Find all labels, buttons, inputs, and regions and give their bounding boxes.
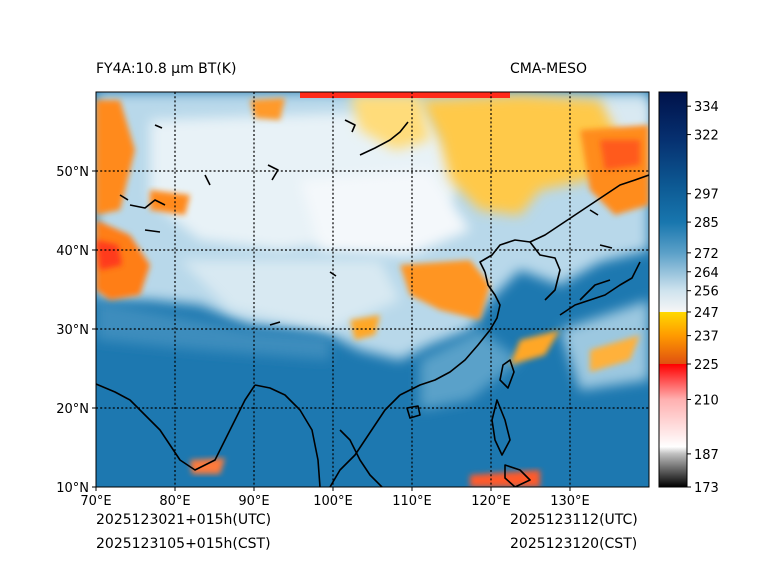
map-frame bbox=[95, 91, 650, 488]
lon-tick-label: 70°E bbox=[80, 494, 111, 509]
colorbar-tick-label: 334 bbox=[694, 100, 719, 115]
lat-tick-label: 40°N bbox=[56, 244, 89, 259]
product-title: FY4A:10.8 µm BT(K) bbox=[96, 61, 237, 77]
lat-tick-label: 10°N bbox=[56, 481, 89, 496]
lon-tick-label: 90°E bbox=[238, 494, 269, 509]
lat-tick-label: 50°N bbox=[56, 165, 89, 180]
satellite-imagery bbox=[96, 92, 649, 487]
init-time-cst: 2025123105+015h(CST) bbox=[96, 536, 271, 552]
lon-tick-label: 110°E bbox=[392, 494, 432, 509]
lon-tick-label: 130°E bbox=[550, 494, 590, 509]
graticule bbox=[96, 92, 649, 487]
lat-tick-label: 20°N bbox=[56, 402, 89, 417]
colorbar-tick-label: 237 bbox=[694, 330, 719, 345]
colorbar-ticks: 173 187 210 225 237 247 256 264 272 285 297 322 334 bbox=[687, 100, 719, 496]
valid-time-utc: 2025123112(UTC) bbox=[510, 512, 638, 528]
lon-tick-label: 120°E bbox=[471, 494, 511, 509]
colorbar-tick-label: 247 bbox=[694, 306, 719, 321]
colorbar bbox=[658, 91, 688, 488]
lat-tick-label: 30°N bbox=[56, 323, 89, 338]
lon-tick-label: 80°E bbox=[159, 494, 190, 509]
valid-time-cst: 2025123120(CST) bbox=[510, 536, 638, 552]
colorbar-tick-label: 210 bbox=[694, 393, 719, 408]
colorbar-tick-label: 285 bbox=[694, 216, 719, 231]
colorbar-tick-label: 173 bbox=[694, 481, 719, 496]
colorbar-tick-label: 272 bbox=[694, 247, 719, 262]
model-name: CMA-MESO bbox=[510, 61, 588, 77]
colorbar-tick-label: 297 bbox=[694, 188, 719, 203]
lon-tick-label: 100°E bbox=[313, 494, 353, 509]
colorbar-tick-label: 322 bbox=[694, 129, 719, 144]
colorbar-tick-label: 264 bbox=[694, 266, 719, 281]
init-time-utc: 2025123021+015h(UTC) bbox=[96, 512, 272, 528]
coastlines bbox=[96, 119, 649, 487]
colorbar-tick-label: 256 bbox=[694, 285, 719, 300]
colorbar-tick-label: 187 bbox=[694, 448, 719, 463]
axis-ticks: 70°E 80°E 90°E 100°E 110°E 120°E 130°E 10°N 20°N… bbox=[56, 165, 590, 509]
colorbar-tick-label: 225 bbox=[694, 358, 719, 373]
